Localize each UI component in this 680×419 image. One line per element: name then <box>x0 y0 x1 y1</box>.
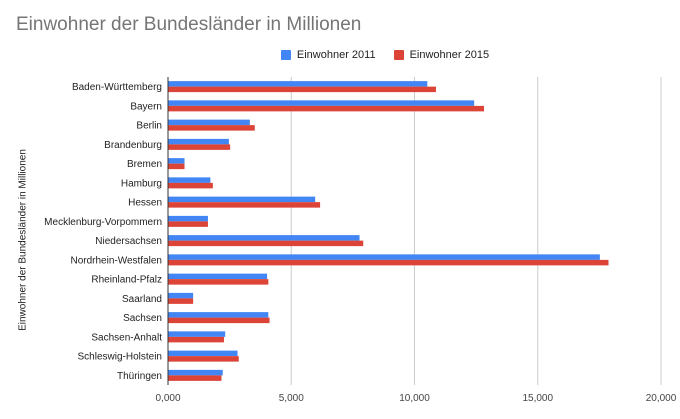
bar <box>168 279 269 285</box>
bar <box>168 369 223 376</box>
bar <box>168 350 238 357</box>
legend-label-2015: Einwohner 2015 <box>409 49 490 61</box>
category-label: Niedersachsen <box>95 236 162 247</box>
bar <box>168 254 600 260</box>
bar <box>168 177 211 183</box>
bar <box>168 202 321 208</box>
bar <box>168 235 360 241</box>
category-label: Thüringen <box>117 371 162 382</box>
legend-swatch-2011 <box>280 50 291 60</box>
chart-legend: Einwohner 2011 Einwohner 2015 <box>0 49 680 61</box>
x-tick-label: 10,000 <box>399 393 430 404</box>
bar <box>168 221 208 227</box>
category-label: Brandenburg <box>104 140 162 151</box>
bar <box>168 259 609 266</box>
bar <box>168 317 270 324</box>
x-tick-label: 0,000 <box>155 393 180 404</box>
legend-item-2011[interactable]: Einwohner 2011 <box>280 49 376 61</box>
bar <box>168 240 364 247</box>
bar <box>168 215 208 222</box>
bar <box>168 292 194 299</box>
category-label: Sachsen-Anhalt <box>91 332 162 343</box>
legend-label-2011: Einwohner 2011 <box>296 49 376 61</box>
category-label: Baden-Württemberg <box>72 82 162 93</box>
category-label: Rheinland-Pfalz <box>91 275 162 286</box>
bar <box>168 182 213 189</box>
category-label: Berlin <box>136 121 162 132</box>
x-tick-label: 20,000 <box>646 393 677 404</box>
category-label: Saarland <box>122 294 162 305</box>
bar <box>168 375 222 381</box>
legend-item-2015[interactable]: Einwohner 2015 <box>393 49 490 61</box>
bar <box>168 105 485 112</box>
category-label: Schleswig-Holstein <box>78 352 162 363</box>
bar <box>168 196 316 203</box>
category-label: Bremen <box>127 159 162 170</box>
bar <box>168 356 239 362</box>
bar <box>168 138 229 145</box>
category-label: Sachsen <box>123 313 162 324</box>
bar <box>168 100 475 106</box>
category-label: Bayern <box>130 101 162 112</box>
bar <box>168 81 428 87</box>
category-label: Mecklenburg-Vorpommern <box>44 217 162 228</box>
bar <box>168 336 224 343</box>
category-label: Nordrhein-Westfalen <box>70 255 162 266</box>
legend-swatch-2015 <box>393 50 404 60</box>
category-label: Hessen <box>128 198 162 209</box>
bar <box>168 273 268 280</box>
category-label: Hamburg <box>121 178 162 189</box>
bar <box>168 298 194 304</box>
bar <box>168 331 226 337</box>
bar <box>168 86 436 93</box>
bar <box>168 144 231 150</box>
bar <box>168 312 269 318</box>
x-tick-label: 15,000 <box>522 393 553 404</box>
bar <box>168 125 255 131</box>
bar <box>168 119 250 126</box>
x-tick-label: 5,000 <box>279 393 304 404</box>
bar <box>168 163 185 170</box>
chart-title: Einwohner der Bundesländer in Millionen <box>16 14 362 35</box>
bar <box>168 158 185 164</box>
